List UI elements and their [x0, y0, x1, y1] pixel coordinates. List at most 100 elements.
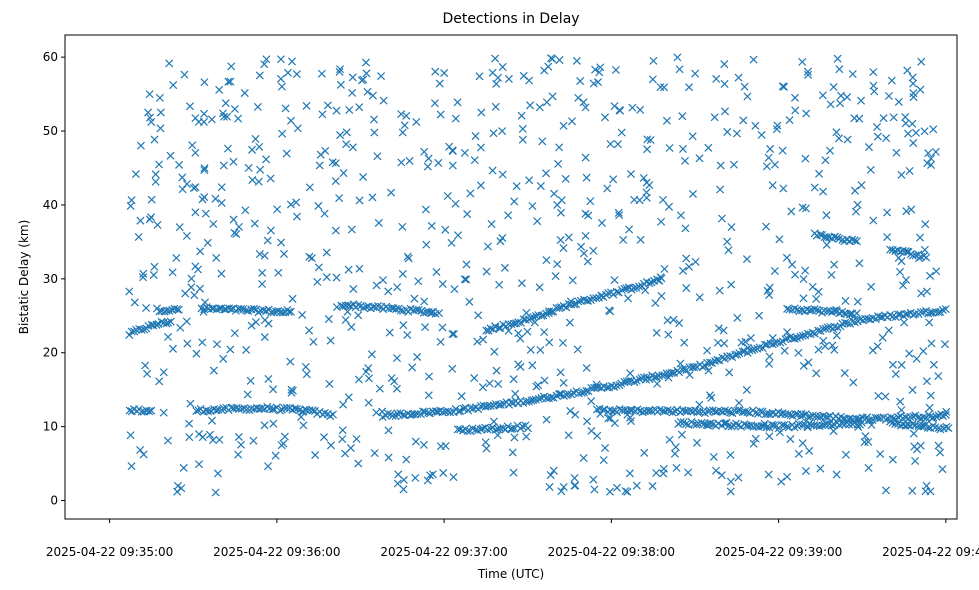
data-point: [614, 208, 623, 217]
data-point: [413, 409, 422, 418]
data-point: [797, 409, 806, 418]
data-point: [697, 418, 706, 427]
data-point: [187, 274, 196, 283]
data-point: [642, 375, 651, 384]
data-point: [355, 103, 364, 112]
data-point: [848, 235, 857, 244]
data-point: [648, 75, 657, 84]
data-point: [707, 393, 716, 402]
data-point: [262, 155, 271, 164]
data-point: [690, 363, 699, 372]
data-point: [388, 411, 397, 420]
data-point: [724, 246, 733, 255]
data-point: [355, 196, 364, 205]
data-point: [465, 297, 474, 306]
data-point: [278, 129, 287, 138]
data-point: [660, 83, 669, 92]
data-point: [212, 340, 222, 349]
data-point: [392, 305, 401, 314]
data-point: [941, 305, 950, 314]
data-point: [328, 410, 337, 419]
data-point: [545, 482, 554, 491]
data-point: [373, 152, 382, 161]
data-point: [819, 324, 828, 333]
data-point: [370, 449, 379, 458]
data-point: [463, 427, 472, 436]
data-point: [832, 331, 841, 340]
data-point: [491, 322, 500, 331]
data-point: [509, 375, 518, 384]
data-point: [191, 262, 200, 271]
data-point: [424, 408, 433, 417]
data-point: [435, 79, 444, 88]
data-point: [738, 347, 747, 356]
data-point: [385, 328, 394, 337]
data-point: [236, 440, 246, 449]
data-point: [248, 175, 257, 184]
data-point: [430, 99, 439, 108]
data-point: [260, 333, 269, 342]
data-point: [332, 303, 341, 312]
data-point: [805, 446, 814, 455]
data-point: [649, 56, 658, 65]
data-point: [249, 304, 258, 313]
data-point: [894, 97, 903, 106]
data-point: [688, 132, 697, 141]
data-point: [488, 166, 497, 175]
data-point: [274, 306, 283, 315]
data-point: [878, 333, 887, 342]
data-point: [798, 306, 807, 315]
data-point: [508, 448, 517, 457]
data-point: [269, 419, 278, 428]
data-point: [564, 233, 573, 242]
data-point: [581, 209, 590, 218]
data-point: [362, 302, 371, 311]
data-point: [762, 423, 771, 432]
data-point: [483, 242, 492, 251]
data-point: [305, 252, 314, 261]
data-point: [762, 222, 771, 231]
data-point: [323, 101, 332, 110]
data-point: [909, 93, 918, 102]
data-point: [762, 162, 771, 171]
data-point: [798, 57, 807, 66]
data-point: [636, 235, 645, 244]
data-point: [734, 73, 743, 82]
data-point: [153, 220, 162, 229]
data-point: [630, 195, 639, 204]
data-point: [367, 350, 376, 359]
data-point: [427, 309, 436, 318]
data-point: [611, 65, 620, 75]
data-point: [302, 101, 311, 110]
data-point: [790, 423, 799, 432]
data-point: [494, 400, 503, 409]
data-point: [307, 254, 316, 263]
data-point: [147, 195, 156, 204]
data-point: [573, 345, 582, 354]
data-point: [460, 275, 469, 284]
data-point: [491, 102, 500, 111]
data-point: [904, 129, 913, 138]
data-point: [663, 406, 672, 415]
data-point: [370, 128, 379, 137]
data-point: [362, 367, 371, 376]
data-point: [151, 170, 160, 179]
data-point: [695, 400, 704, 409]
data-point: [548, 54, 557, 64]
data-point: [922, 377, 931, 386]
data-point: [151, 177, 160, 186]
data-point: [369, 115, 379, 124]
y-tick-label: 10: [43, 420, 58, 434]
data-point: [716, 161, 725, 170]
data-point: [815, 169, 824, 178]
data-point: [217, 269, 226, 278]
data-point: [632, 283, 641, 292]
data-point: [812, 369, 821, 378]
data-point: [234, 432, 243, 441]
data-point: [908, 385, 917, 394]
data-point: [420, 147, 429, 156]
data-point: [641, 286, 650, 295]
data-point: [418, 407, 428, 416]
data-point: [205, 430, 214, 439]
data-point: [646, 135, 655, 145]
